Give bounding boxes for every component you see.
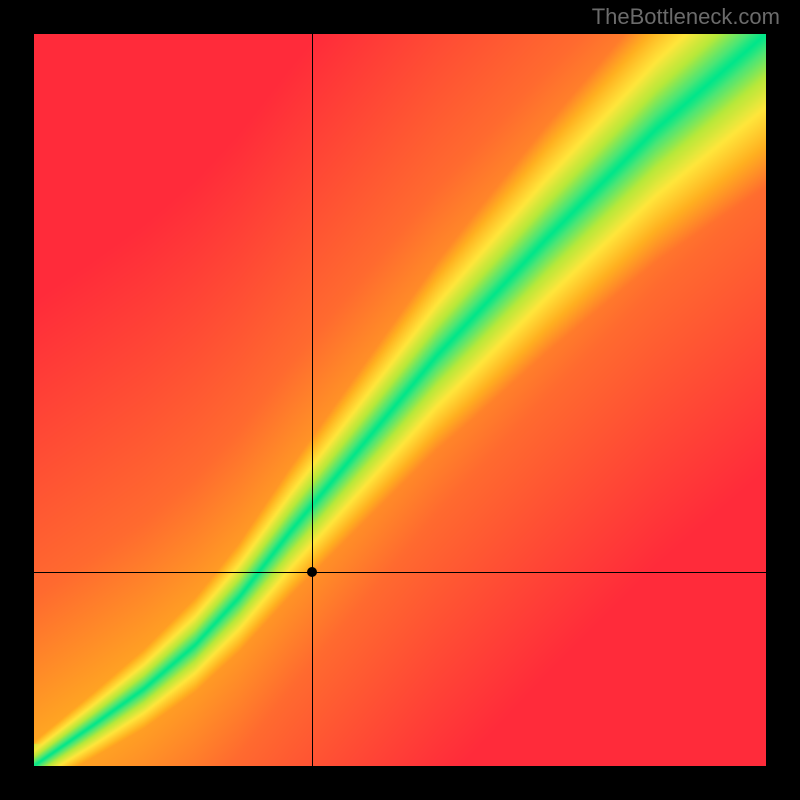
chart-container: TheBottleneck.com	[0, 0, 800, 800]
crosshair-horizontal	[34, 572, 766, 573]
crosshair-vertical	[312, 34, 313, 766]
plot-area	[34, 34, 766, 766]
watermark-label: TheBottleneck.com	[592, 4, 780, 30]
heatmap-canvas	[34, 34, 766, 766]
